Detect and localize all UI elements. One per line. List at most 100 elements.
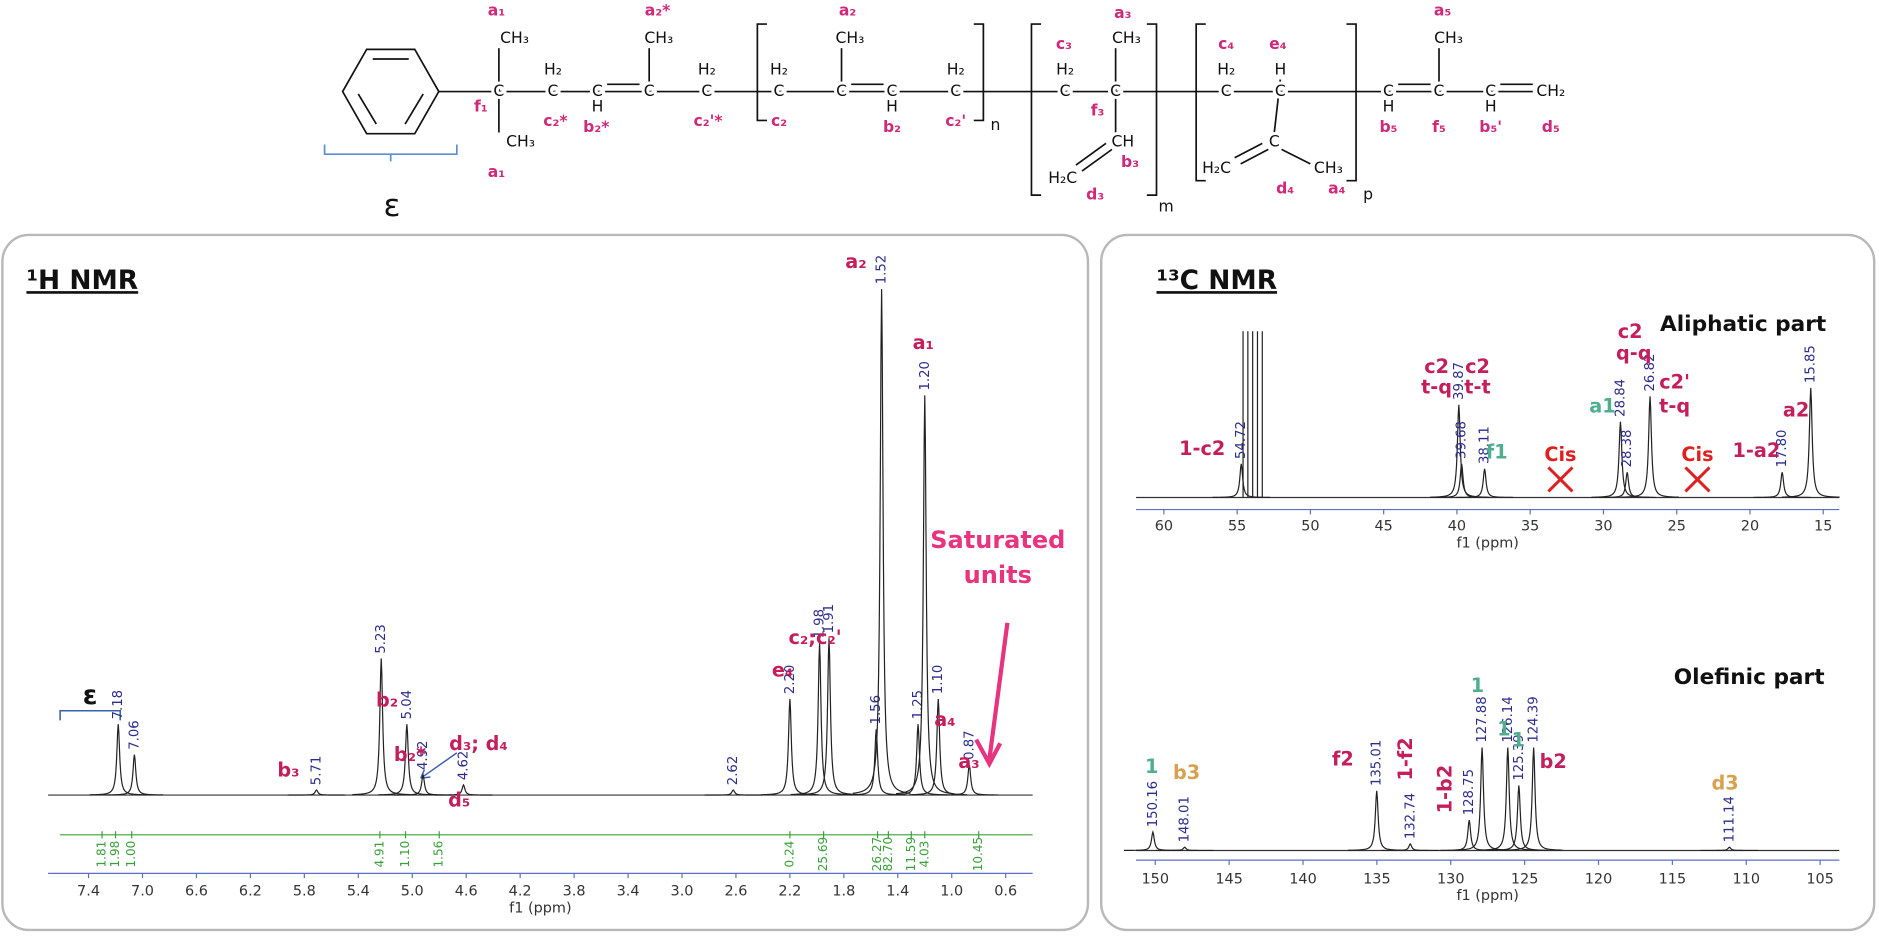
annotation: 1 — [1145, 755, 1158, 778]
peak — [1621, 396, 1679, 498]
peak — [1155, 846, 1214, 852]
annotation: c2 — [1618, 320, 1643, 343]
atom: H₂ — [1056, 59, 1074, 78]
peak — [761, 698, 819, 796]
annotation: 1 — [1471, 674, 1484, 697]
atom: H₂C — [1202, 158, 1231, 177]
x-tick-label: 4.6 — [455, 883, 478, 899]
atom-label: e₄ — [1269, 34, 1287, 53]
peak-label: 128.75 — [1462, 769, 1477, 815]
atom-label: b₃ — [1121, 152, 1139, 171]
peak-label: 1.56 — [869, 695, 884, 724]
peak-label: 5.23 — [374, 624, 389, 653]
annotation: b₃ — [277, 758, 299, 781]
annotation: 1 — [1512, 728, 1525, 751]
atom: C — [1434, 81, 1445, 100]
annotation: units — [964, 561, 1032, 589]
atom: C — [548, 81, 559, 100]
atom: H — [592, 97, 604, 116]
x-tick-label: 3.4 — [617, 883, 640, 899]
peak-label: 148.01 — [1178, 796, 1193, 842]
structure-bonds — [323, 23, 1533, 196]
x-tick-label: 40 — [1448, 518, 1466, 534]
peak-label: 28.38 — [1620, 430, 1635, 468]
peak-label: 1.98 — [813, 609, 828, 638]
x-axis-label: f1 (ppm) — [1456, 535, 1518, 551]
atom: H — [1485, 97, 1497, 116]
cross-mark — [1547, 466, 1711, 493]
atom: C — [1110, 81, 1121, 100]
atom: C — [1485, 81, 1496, 100]
x-tick-label: 35 — [1521, 518, 1539, 534]
x-tick-label: 6.6 — [185, 883, 208, 899]
annotation: b₂* — [394, 743, 426, 766]
peak-label: 4.62 — [457, 751, 472, 780]
peak — [1455, 468, 1514, 499]
peak-label: 150.16 — [1146, 781, 1161, 827]
annotation: Aliphatic part — [1660, 312, 1826, 337]
integral-label: 4.03 — [917, 841, 931, 868]
peak — [1212, 463, 1271, 499]
peak — [1504, 747, 1563, 851]
annotation: a₂ — [845, 250, 866, 273]
integral-label: 4.91 — [372, 841, 386, 868]
peak-label: 127.88 — [1475, 696, 1490, 742]
atom: C — [644, 81, 655, 100]
peak — [889, 724, 947, 796]
x-tick-label: 55 — [1228, 518, 1246, 534]
peak — [1478, 747, 1537, 851]
atom-label: c₂' — [945, 111, 966, 130]
annotation: t-q — [1659, 395, 1690, 418]
atom-label: b₂* — [583, 117, 609, 136]
integral-label: 1.98 — [108, 841, 122, 868]
annotation: q-q — [1616, 342, 1652, 365]
atom-label: a₂* — [645, 0, 671, 19]
x-tick-label: 30 — [1594, 518, 1612, 534]
x-tick-label: 15 — [1814, 518, 1832, 534]
atom: m — [1159, 197, 1174, 216]
peak — [940, 764, 999, 796]
annotation: Cis — [1544, 443, 1576, 466]
atom: C — [493, 81, 504, 100]
annotation: 1-b2 — [1434, 765, 1457, 814]
atom: H₂ — [544, 59, 562, 78]
annotation: Cis — [1681, 443, 1713, 466]
atom-label: c₂'* — [694, 111, 723, 130]
atom: CH₃ — [1434, 28, 1463, 47]
panel — [1, 233, 1090, 932]
x-tick-label: 7.4 — [77, 883, 100, 899]
peak — [1490, 785, 1548, 851]
peak — [105, 754, 164, 796]
peak-label: 15.85 — [1804, 345, 1819, 383]
peak-label: 1.91 — [822, 604, 837, 633]
atom: H₂C — [1048, 168, 1077, 187]
integral-label: 1.10 — [398, 841, 412, 868]
atom-label: a₅ — [1434, 0, 1451, 19]
annotation: 1 — [1497, 717, 1510, 740]
atom: C — [1060, 81, 1071, 100]
atom-label: f₅ — [1432, 117, 1446, 136]
peak-label: 124.39 — [1527, 696, 1542, 742]
annotation: t-q — [1421, 375, 1452, 398]
atom: H₂ — [947, 59, 965, 78]
x-tick-label: 135 — [1363, 871, 1391, 887]
atom: CH₃ — [835, 28, 864, 47]
peak — [377, 724, 436, 796]
peak-label: 111.14 — [1722, 796, 1737, 842]
x-tick-label: 45 — [1374, 518, 1392, 534]
x-tick-label: 1.4 — [886, 883, 909, 899]
annotation: c2 — [1465, 355, 1490, 378]
annotation: a₁ — [913, 331, 934, 354]
x-tick-label: 140 — [1289, 871, 1317, 887]
annotation: a2 — [1783, 398, 1809, 421]
annotation: d₅ — [448, 789, 470, 812]
peak — [1124, 829, 1182, 852]
atom-label: b₅' — [1479, 117, 1502, 136]
peak-label: 2.62 — [726, 756, 741, 785]
peak-label: 0.87 — [962, 730, 977, 759]
annotation: Saturated — [930, 526, 1065, 554]
peak-label: 1.10 — [931, 665, 946, 694]
peak — [1381, 843, 1440, 852]
x-tick-label: 5.4 — [347, 883, 370, 899]
annotation: a₃ — [958, 750, 979, 773]
